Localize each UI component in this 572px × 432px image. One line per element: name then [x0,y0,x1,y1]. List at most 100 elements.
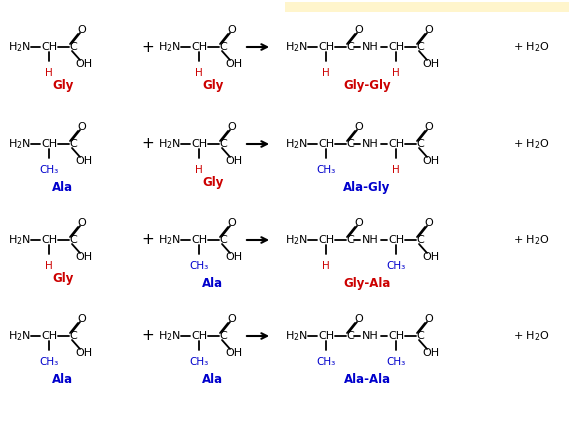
Text: CH: CH [388,139,404,149]
Text: CH₃: CH₃ [316,165,336,175]
Text: OH: OH [76,59,93,69]
Text: +: + [142,39,154,54]
Text: + H$_2$O: + H$_2$O [513,329,550,343]
Text: H: H [322,68,330,78]
Text: NH: NH [362,235,378,245]
Text: CH: CH [318,42,334,52]
Text: O: O [228,218,236,228]
Text: C: C [219,139,227,149]
Text: O: O [355,25,363,35]
Text: C: C [416,42,424,52]
Text: CH: CH [318,235,334,245]
Text: OH: OH [76,156,93,166]
Text: O: O [424,314,434,324]
Text: CH₃: CH₃ [316,357,336,367]
Text: O: O [355,122,363,132]
Text: C: C [69,331,77,341]
Text: H$_2$N: H$_2$N [285,40,308,54]
Text: CH₃: CH₃ [386,357,406,367]
Text: OH: OH [225,156,243,166]
Text: CH: CH [318,331,334,341]
Text: O: O [424,25,434,35]
Text: O: O [355,314,363,324]
Text: CH: CH [191,139,207,149]
Text: CH: CH [191,331,207,341]
Text: C: C [219,42,227,52]
Text: H: H [45,68,53,78]
Text: +: + [142,232,154,248]
Text: C: C [69,42,77,52]
Text: H$_2$N: H$_2$N [8,137,31,151]
Text: H$_2$N: H$_2$N [158,40,181,54]
Text: CH₃: CH₃ [39,165,58,175]
Text: CH: CH [191,42,207,52]
Text: H$_2$N: H$_2$N [158,137,181,151]
Text: H$_2$N: H$_2$N [8,233,31,247]
Text: O: O [78,122,86,132]
Text: O: O [424,218,434,228]
Text: +: + [142,328,154,343]
Text: C: C [346,331,354,341]
Text: H$_2$N: H$_2$N [158,233,181,247]
Text: H$_2$N: H$_2$N [285,233,308,247]
Text: O: O [228,122,236,132]
Text: H: H [392,68,400,78]
Text: NH: NH [362,331,378,341]
Text: CH₃: CH₃ [189,261,209,271]
Text: C: C [69,235,77,245]
Text: O: O [78,218,86,228]
Text: Gly: Gly [52,79,74,92]
Text: O: O [355,218,363,228]
Text: OH: OH [225,59,243,69]
Text: CH: CH [388,235,404,245]
Text: NH: NH [362,42,378,52]
Text: CH: CH [388,331,404,341]
Text: OH: OH [423,252,439,262]
Text: Ala-Ala: Ala-Ala [343,373,391,386]
Text: Ala: Ala [53,373,74,386]
Text: OH: OH [76,252,93,262]
Text: C: C [219,235,227,245]
Text: C: C [346,235,354,245]
Text: CH: CH [41,331,57,341]
Text: Gly: Gly [52,272,74,285]
Text: O: O [228,314,236,324]
Text: C: C [346,139,354,149]
Text: + H$_2$O: + H$_2$O [513,137,550,151]
Text: O: O [78,314,86,324]
Text: Gly-Ala: Gly-Ala [343,277,391,290]
Text: Ala: Ala [202,277,224,290]
Text: OH: OH [423,348,439,358]
Text: NH: NH [362,139,378,149]
Text: OH: OH [423,156,439,166]
Text: O: O [228,25,236,35]
Text: C: C [219,331,227,341]
Text: CH: CH [388,42,404,52]
Text: H$_2$N: H$_2$N [8,329,31,343]
Text: C: C [69,139,77,149]
Text: CH₃: CH₃ [386,261,406,271]
Text: C: C [416,331,424,341]
Bar [285,2,569,12]
Text: C: C [346,42,354,52]
Text: CH: CH [191,235,207,245]
Text: H: H [45,261,53,271]
Text: +: + [142,137,154,152]
Text: H$_2$N: H$_2$N [285,329,308,343]
Text: C: C [416,139,424,149]
Text: CH₃: CH₃ [39,357,58,367]
Text: C: C [416,235,424,245]
Text: OH: OH [76,348,93,358]
Text: H: H [392,165,400,175]
Text: H$_2$N: H$_2$N [158,329,181,343]
Text: Gly: Gly [202,176,224,189]
Text: Gly-Gly: Gly-Gly [343,79,391,92]
Text: H: H [195,68,203,78]
Text: + H$_2$O: + H$_2$O [513,40,550,54]
Text: Ala: Ala [53,181,74,194]
Text: Gly: Gly [202,79,224,92]
Text: O: O [424,122,434,132]
Text: OH: OH [225,252,243,262]
Text: CH: CH [41,42,57,52]
Text: CH: CH [318,139,334,149]
